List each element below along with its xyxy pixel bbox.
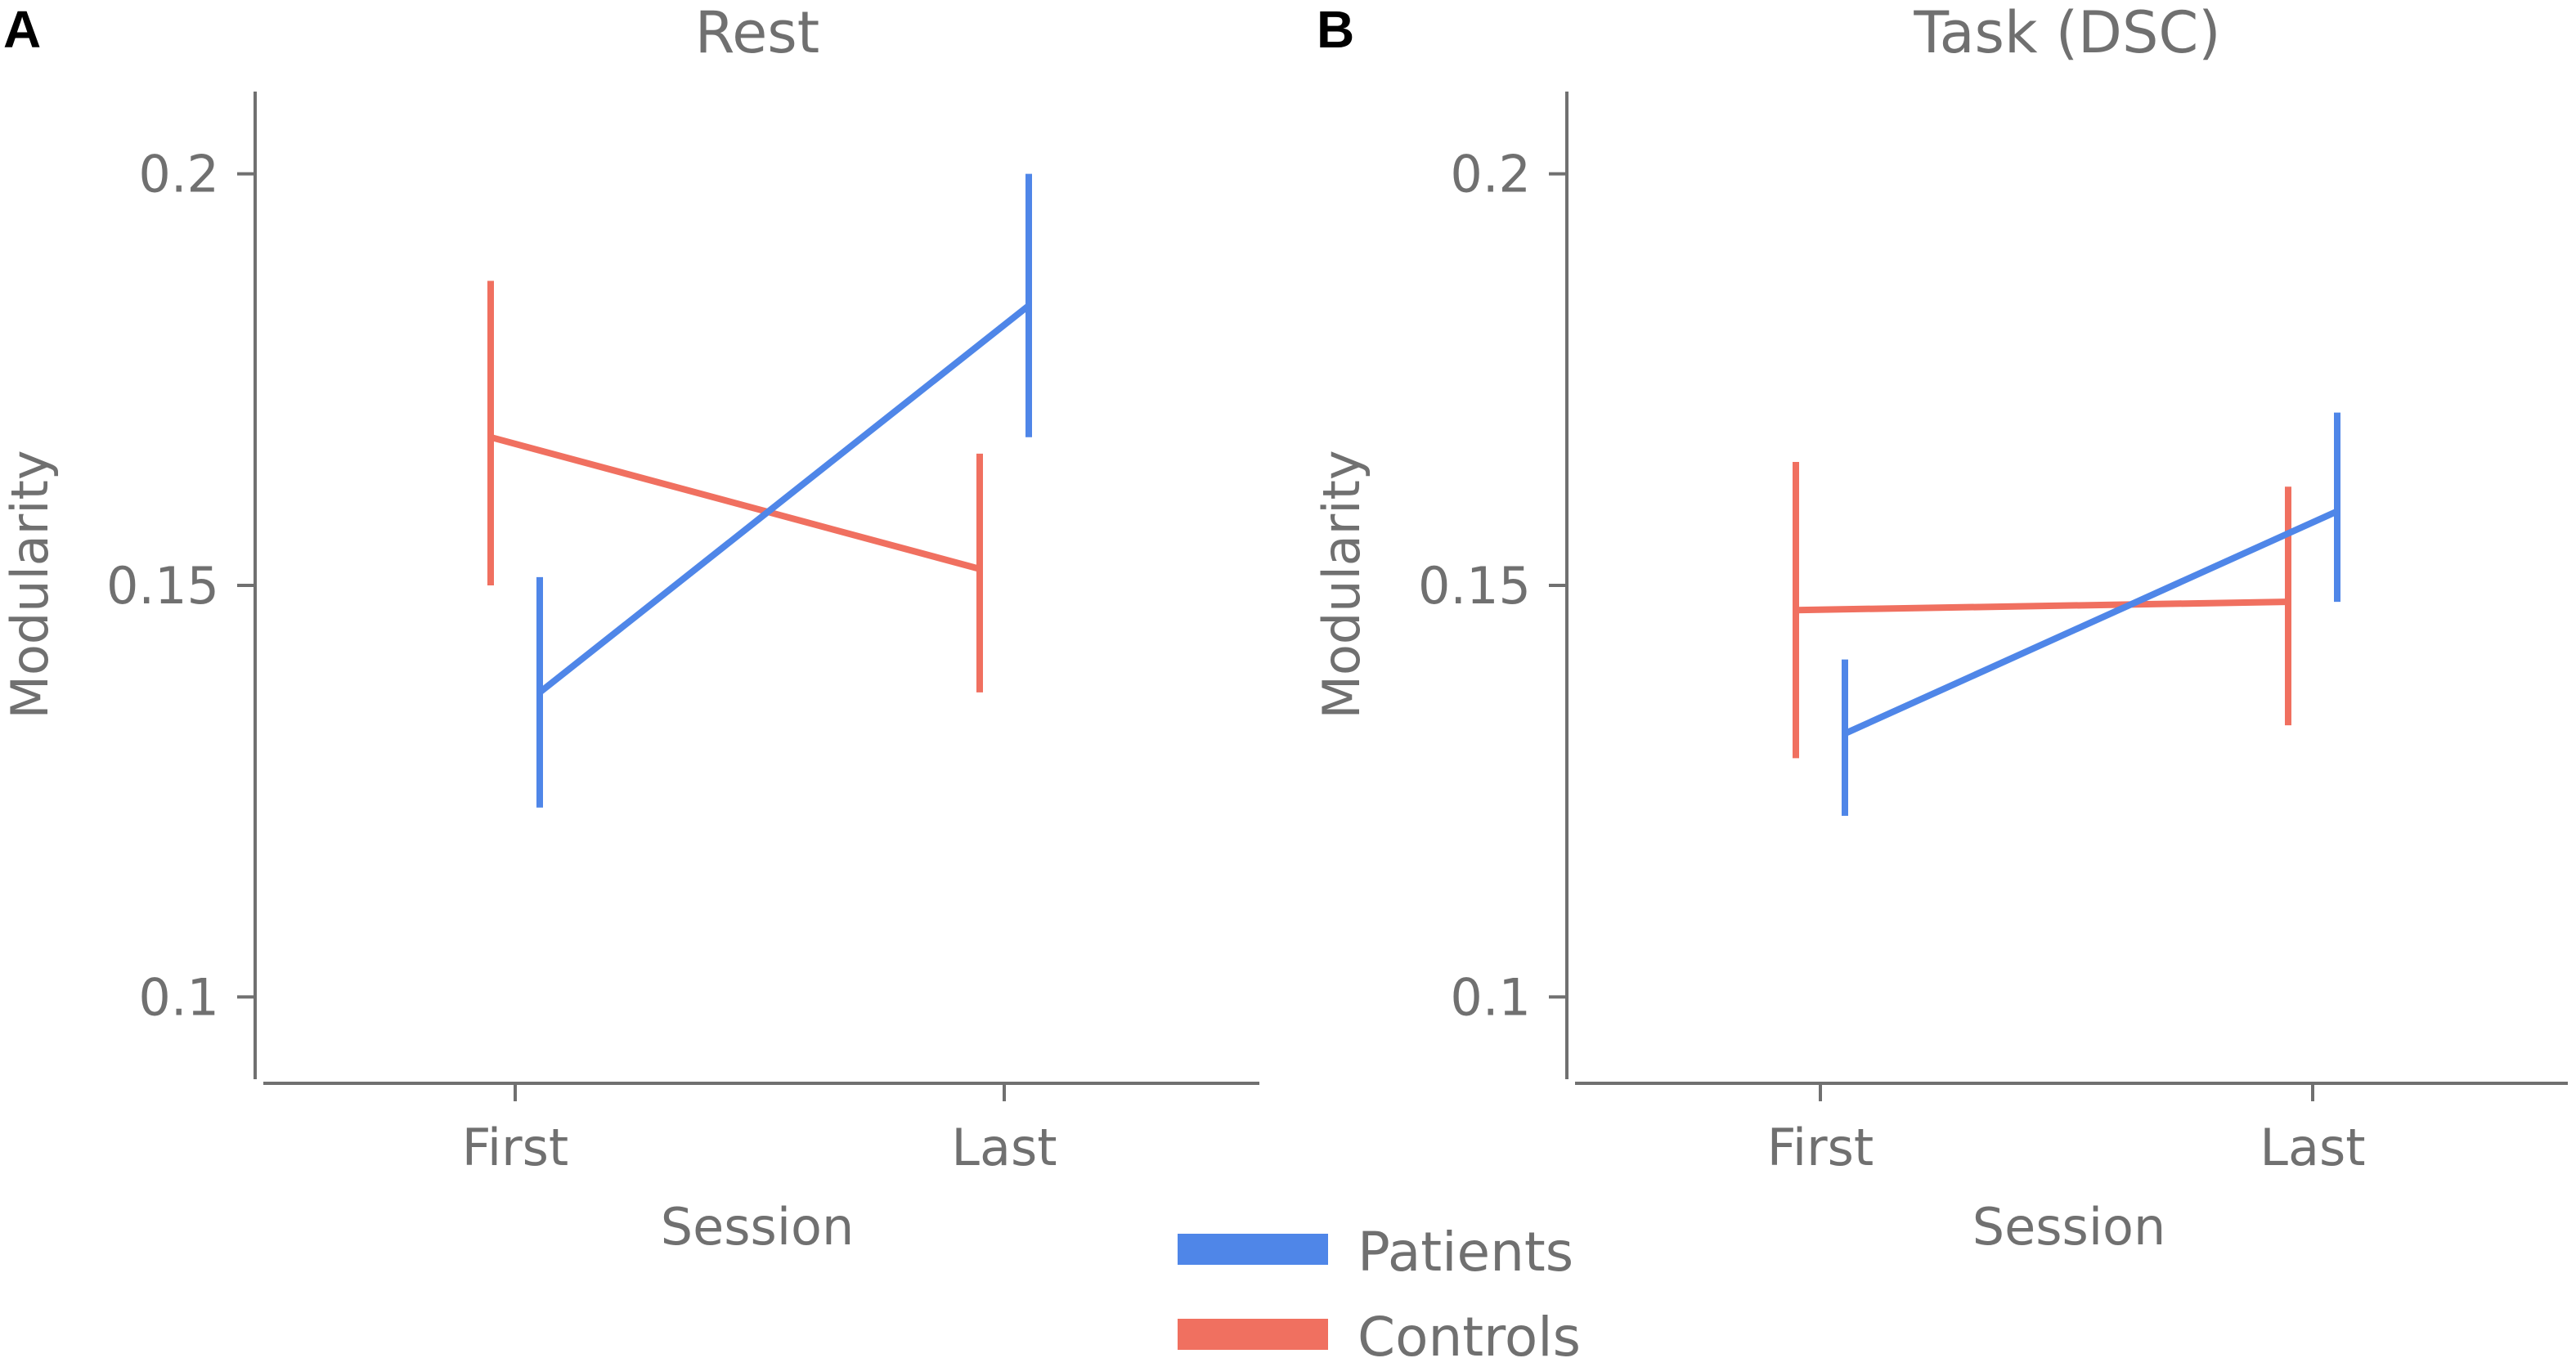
y-tick-label: 0.15 (106, 556, 219, 616)
x-tick-label: Last (2260, 1118, 2365, 1177)
panel-a-x-label: Session (661, 1197, 855, 1257)
y-tick-label: 0.1 (1450, 967, 1531, 1027)
x-tick-label: Last (951, 1118, 1057, 1177)
y-tick-label: 0.2 (1450, 145, 1531, 204)
panel-b-letter: B (1317, 0, 1354, 59)
panel-b-y-label: Modularity (1312, 450, 1371, 719)
panel-a-y-label: Modularity (0, 450, 60, 719)
y-tick-label: 0.2 (138, 145, 219, 204)
panel-a-title: Rest (695, 0, 819, 66)
panel-b: B Task (DSC) 0.1 0.15 0.2 First Last Modula… (1312, 0, 2568, 1257)
y-tick-label: 0.1 (138, 967, 219, 1027)
panel-b-x-label: Session (1972, 1197, 2166, 1257)
panel-b-title: Task (DSC) (1913, 0, 2220, 66)
legend-swatch-patients (1178, 1234, 1328, 1265)
x-tick-label: First (462, 1118, 568, 1177)
series-line-patients (1843, 508, 2339, 737)
series-line-controls (489, 433, 981, 572)
legend-swatch-controls (1178, 1319, 1328, 1350)
legend-label-controls: Controls (1358, 1306, 1581, 1367)
y-tick-label: 0.15 (1418, 556, 1531, 616)
legend-label-patients: Patients (1358, 1221, 1573, 1284)
legend: Patients Controls (1178, 1221, 1581, 1367)
panel-a-letter: A (3, 0, 41, 59)
series-line-controls (1795, 598, 2289, 614)
panel-a: A Rest 0.1 0.15 0.2 First Last Modularity S… (0, 0, 1259, 1257)
series-line-patients (537, 303, 1031, 696)
x-tick-label: First (1767, 1118, 1874, 1177)
